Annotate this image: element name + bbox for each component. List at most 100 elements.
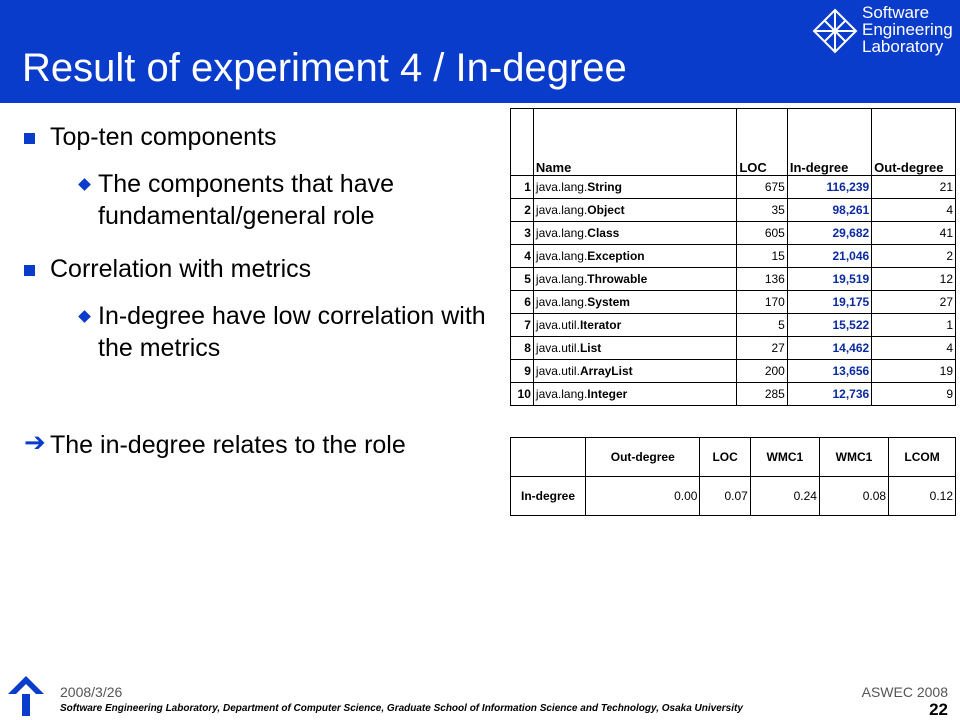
name-cell: java.util.List bbox=[532, 336, 738, 360]
in-degree-cell: 98,261 bbox=[786, 198, 873, 222]
bullet-marker: ➔ bbox=[24, 427, 46, 457]
table-row: 6 java.lang.System 170 19,175 27 bbox=[510, 290, 956, 314]
header-cell bbox=[510, 437, 586, 477]
correlation-cell: 0.07 bbox=[699, 476, 751, 516]
header-cell: Name bbox=[532, 108, 738, 176]
name-cell: java.lang.Exception bbox=[532, 244, 738, 268]
rank-cell: 2 bbox=[510, 198, 534, 222]
bullet-text: The in-degree relates to the role bbox=[50, 431, 406, 459]
page-number: 22 bbox=[929, 700, 948, 719]
bullet-text: Top-ten components bbox=[50, 123, 277, 151]
table-row: 1 java.lang.String 675 116,239 21 bbox=[510, 175, 956, 199]
rank-cell: 10 bbox=[510, 382, 534, 406]
header-cell: In-degree bbox=[786, 108, 873, 176]
out-degree-cell: 9 bbox=[871, 382, 956, 406]
loc-cell: 5 bbox=[736, 313, 788, 337]
loc-cell: 15 bbox=[736, 244, 788, 268]
class-name: Exception bbox=[587, 249, 645, 263]
table-row: 9 java.util.ArrayList 200 13,656 19 bbox=[510, 359, 956, 383]
in-degree-cell: 29,682 bbox=[786, 221, 873, 245]
rank-cell: 8 bbox=[510, 336, 534, 360]
header-cell: LOC bbox=[736, 108, 788, 176]
loc-cell: 27 bbox=[736, 336, 788, 360]
bullet-marker bbox=[24, 265, 35, 276]
table-row: 4 java.lang.Exception 15 21,046 2 bbox=[510, 244, 956, 268]
in-degree-cell: 13,656 bbox=[786, 359, 873, 383]
loc-cell: 35 bbox=[736, 198, 788, 222]
out-degree-cell: 27 bbox=[871, 290, 956, 314]
out-degree-cell: 1 bbox=[871, 313, 956, 337]
loc-cell: 605 bbox=[736, 221, 788, 245]
correlation-cell: 0.00 bbox=[584, 476, 701, 516]
bullet-marker bbox=[24, 133, 35, 144]
header-cell: LOC bbox=[699, 437, 751, 477]
in-degree-cell: 19,519 bbox=[786, 267, 873, 291]
header-cell: Out-degree bbox=[584, 437, 701, 477]
package-name: java.util. bbox=[535, 318, 580, 332]
rank-cell: 9 bbox=[510, 359, 534, 383]
class-name: List bbox=[579, 341, 602, 355]
bullet-marker bbox=[78, 178, 91, 191]
loc-cell: 675 bbox=[736, 175, 788, 199]
footer-logo bbox=[8, 676, 44, 716]
package-name: java.lang. bbox=[535, 226, 588, 240]
logo-icon bbox=[812, 8, 858, 54]
table-row: 7 java.util.Iterator 5 15,522 1 bbox=[510, 313, 956, 337]
in-degree-cell: 116,239 bbox=[786, 175, 873, 199]
package-name: java.util. bbox=[535, 364, 580, 378]
table-row: 2 java.lang.Object 35 98,261 4 bbox=[510, 198, 956, 222]
header-row: Name LOC In-degree Out-degree bbox=[510, 108, 956, 176]
logo-line: Laboratory bbox=[862, 37, 944, 56]
footer-date: 2008/3/26 bbox=[60, 684, 123, 700]
in-degree-cell: 14,462 bbox=[786, 336, 873, 360]
in-degree-cell: 15,522 bbox=[786, 313, 873, 337]
rank-cell: 3 bbox=[510, 221, 534, 245]
slide-title: Result of experiment 4 / In-degree bbox=[22, 46, 627, 90]
correlation-cell: 0.08 bbox=[818, 476, 890, 516]
package-name: java.lang. bbox=[535, 249, 588, 263]
footer-affiliation: Software Engineering Laboratory, Departm… bbox=[60, 703, 743, 714]
class-name: System bbox=[587, 295, 630, 309]
rank-cell: 7 bbox=[510, 313, 534, 337]
bullet-marker bbox=[78, 310, 91, 323]
name-cell: java.lang.System bbox=[532, 290, 738, 314]
logo-text: Software Engineering Laboratory bbox=[862, 4, 953, 55]
table-row: 8 java.util.List 27 14,462 4 bbox=[510, 336, 956, 360]
bullet-text: The components that have fundamental/gen… bbox=[98, 170, 395, 230]
loc-cell: 170 bbox=[736, 290, 788, 314]
loc-cell: 200 bbox=[736, 359, 788, 383]
name-cell: java.util.ArrayList bbox=[532, 359, 738, 383]
header-cell: WMC1 bbox=[818, 437, 890, 477]
header-band bbox=[0, 0, 960, 103]
bullet-text: Correlation with metrics bbox=[50, 255, 312, 283]
in-degree-cell: 21,046 bbox=[786, 244, 873, 268]
out-degree-cell: 12 bbox=[871, 267, 956, 291]
footer-event: ASWEC 2008 bbox=[861, 684, 948, 700]
correlation-cell: 0.12 bbox=[888, 476, 956, 516]
header-row: Out-degree LOC WMC1 WMC1 LCOM bbox=[510, 437, 956, 477]
out-degree-cell: 21 bbox=[871, 175, 956, 199]
name-cell: java.lang.String bbox=[532, 175, 738, 199]
class-name: ArrayList bbox=[579, 364, 633, 378]
row-label: In-degree bbox=[510, 476, 586, 516]
table-row: 10 java.lang.Integer 285 12,736 9 bbox=[510, 382, 956, 406]
header-cell: WMC1 bbox=[749, 437, 820, 477]
name-cell: java.lang.Object bbox=[532, 198, 738, 222]
name-cell: java.lang.Class bbox=[532, 221, 738, 245]
class-name: Integer bbox=[587, 387, 628, 401]
out-degree-cell: 4 bbox=[871, 336, 956, 360]
logo-line: Engineering bbox=[862, 20, 953, 39]
package-name: java.lang. bbox=[535, 180, 588, 194]
class-name: String bbox=[587, 180, 622, 194]
out-degree-cell: 41 bbox=[871, 221, 956, 245]
loc-cell: 285 bbox=[736, 382, 788, 406]
package-name: java.lang. bbox=[535, 387, 588, 401]
package-name: java.lang. bbox=[535, 295, 588, 309]
rank-cell: 1 bbox=[510, 175, 534, 199]
out-degree-cell: 19 bbox=[871, 359, 956, 383]
correlation-cell: 0.24 bbox=[749, 476, 820, 516]
out-degree-cell: 2 bbox=[871, 244, 956, 268]
package-name: java.lang. bbox=[535, 272, 588, 286]
rank-cell: 5 bbox=[510, 267, 534, 291]
